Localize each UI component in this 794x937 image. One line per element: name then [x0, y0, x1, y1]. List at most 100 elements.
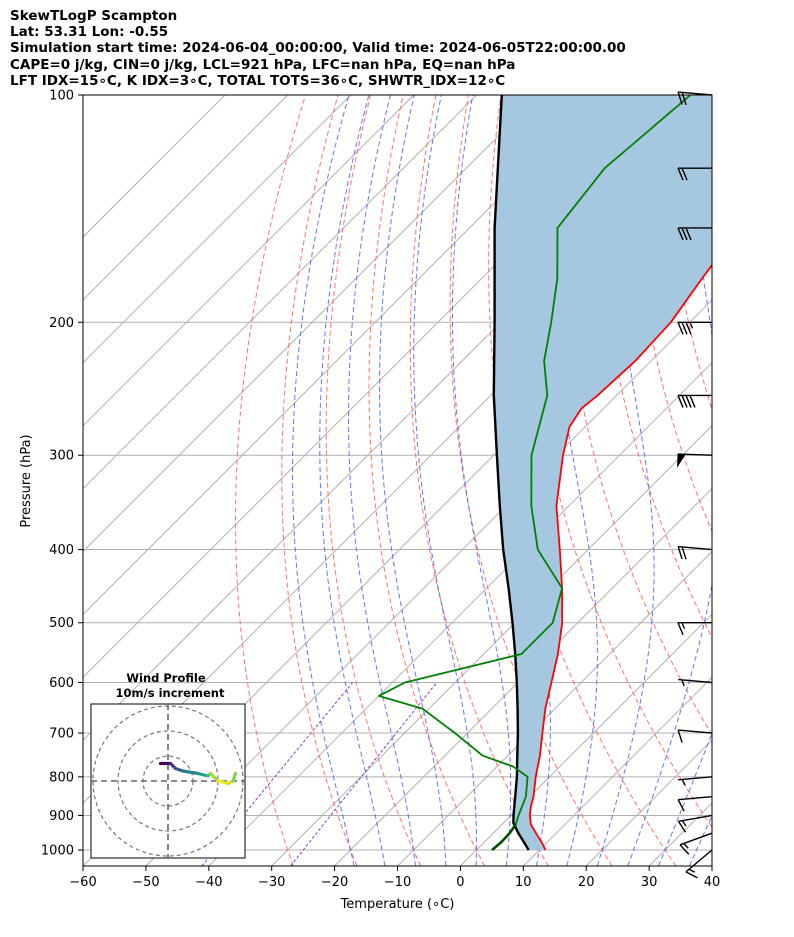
wind-barb-staff — [678, 796, 713, 801]
wind-barb-half-flag — [681, 779, 686, 786]
isotherm-line — [522, 676, 712, 866]
wind-barb-flag — [681, 92, 687, 105]
dry-adiabat-line — [281, 95, 358, 866]
y-tick-label: 500 — [49, 616, 74, 631]
wind-barb — [677, 545, 713, 560]
wind-barb-flag — [677, 622, 684, 635]
wind-barb — [685, 849, 713, 879]
x-tick-label: 10 — [515, 875, 532, 890]
convective-parameters: CAPE=0 j/kg, CIN=0 j/kg, LCL=921 hPa, LF… — [10, 57, 516, 73]
wind-barb-half-flag — [681, 820, 687, 827]
dry-adiabat-line — [663, 95, 712, 411]
x-tick-label: 30 — [641, 875, 658, 890]
wind-barb-staff — [678, 729, 713, 734]
moist-adiabat-line — [292, 95, 355, 866]
wind-barb-flag — [677, 799, 685, 812]
wind-barb-flag — [681, 546, 687, 560]
y-tick-label: 200 — [49, 316, 74, 331]
y-tick-label: 900 — [49, 809, 74, 824]
wind-barb — [678, 678, 713, 687]
dry-adiabat-line — [762, 95, 794, 866]
moist-adiabat-line — [720, 95, 794, 866]
x-tick-label: −50 — [132, 875, 159, 890]
moist-adiabat-line — [596, 95, 655, 866]
wind-barbs — [677, 91, 713, 879]
dry-adiabat-line — [729, 95, 794, 866]
wind-barb-flag — [677, 227, 684, 241]
y-axis-label: Pressure (hPa) — [19, 434, 34, 527]
wind-barb-flag — [681, 322, 688, 335]
wind-barb — [677, 796, 713, 812]
x-axis-label: Temperature (∘C) — [340, 897, 455, 912]
parcel-temperature-shading — [493, 95, 712, 850]
x-tick-label: 20 — [578, 875, 595, 890]
wind-barb-flag — [677, 167, 684, 181]
dry-adiabat-line — [449, 95, 613, 866]
y-tick-label: 100 — [49, 89, 74, 104]
hodograph-trace-segment — [196, 771, 210, 778]
moist-adiabat-line — [451, 95, 512, 866]
hodograph-subtitle: 10m/s increment — [116, 686, 225, 700]
wind-barb-half-flag — [683, 842, 689, 849]
wind-barb-staff — [678, 678, 713, 684]
wind-barb — [679, 832, 713, 855]
wind-barb-flag — [681, 395, 688, 408]
isotherm-line — [83, 95, 603, 616]
hodograph-trace-segment — [216, 779, 230, 786]
chart-title: SkewTLogP Scampton — [10, 8, 178, 24]
x-tick-label: 40 — [704, 875, 721, 890]
wind-barb-flag — [677, 395, 684, 408]
wind-barb-flag — [677, 546, 683, 560]
wind-barb — [677, 227, 712, 241]
profile-lines — [378, 95, 712, 851]
moist-adiabat-line — [379, 95, 447, 866]
wind-barb-flag — [677, 322, 684, 335]
moist-adiabat-line — [413, 95, 477, 866]
dry-adiabat-line — [325, 95, 422, 866]
isotherm-line — [711, 865, 712, 866]
wind-barb-flag — [679, 844, 690, 855]
moist-adiabat-line — [348, 95, 416, 866]
hodograph-title: Wind Profile — [126, 671, 206, 685]
wind-barb-flag — [689, 395, 696, 408]
isotherm-line — [775, 95, 794, 866]
x-tick-label: −60 — [69, 875, 96, 890]
moist-adiabat-line — [319, 95, 386, 866]
isotherm-line — [83, 95, 352, 364]
wind-barb — [677, 453, 713, 468]
hodograph-trace-segment — [181, 769, 200, 776]
y-tick-label: 300 — [49, 449, 74, 464]
isotherm-line — [334, 487, 712, 866]
hodograph-inset — [90, 703, 246, 859]
y-tick-label: 600 — [49, 676, 74, 691]
wind-barb — [677, 394, 712, 408]
wind-barb — [677, 622, 712, 635]
wind-barb-staff — [679, 832, 713, 846]
wind-barb-flag — [677, 729, 683, 743]
wind-barb-half-flag — [689, 322, 694, 329]
wind-barb-half-flag — [681, 622, 686, 629]
mixing-ratio-line — [290, 682, 438, 866]
stability-indices: LFT IDX=15∘C, K IDX=3∘C, TOTAL TOTS=36∘C… — [10, 73, 506, 89]
x-tick-label: −30 — [258, 875, 285, 890]
hodograph-plot — [91, 704, 245, 858]
wind-barb — [677, 814, 713, 833]
hodograph-trace-segment — [208, 771, 220, 783]
wind-barb-staff — [678, 545, 713, 551]
dry-adiabat-line — [368, 95, 485, 866]
x-tick-label: −20 — [321, 875, 348, 890]
x-tick-label: −10 — [384, 875, 411, 890]
wind-barb-flag — [677, 820, 687, 833]
moist-adiabat-line — [658, 731, 712, 866]
isotherm-line — [83, 95, 540, 553]
isotherm-line — [271, 424, 712, 866]
isotherm-line — [208, 362, 712, 866]
wind-barb-flag — [685, 395, 692, 408]
wind-barb-flag — [677, 91, 683, 105]
isotherm-line — [83, 95, 415, 427]
wind-barb-staff — [685, 849, 713, 873]
axes: −60 −50 −40 −30 −20 −10 0 10 20 30 40 1000 900 800 700… — [41, 89, 720, 891]
wind-barb-flag — [685, 322, 692, 335]
cape-cin-shading — [493, 95, 712, 850]
wind-barb — [677, 729, 713, 743]
